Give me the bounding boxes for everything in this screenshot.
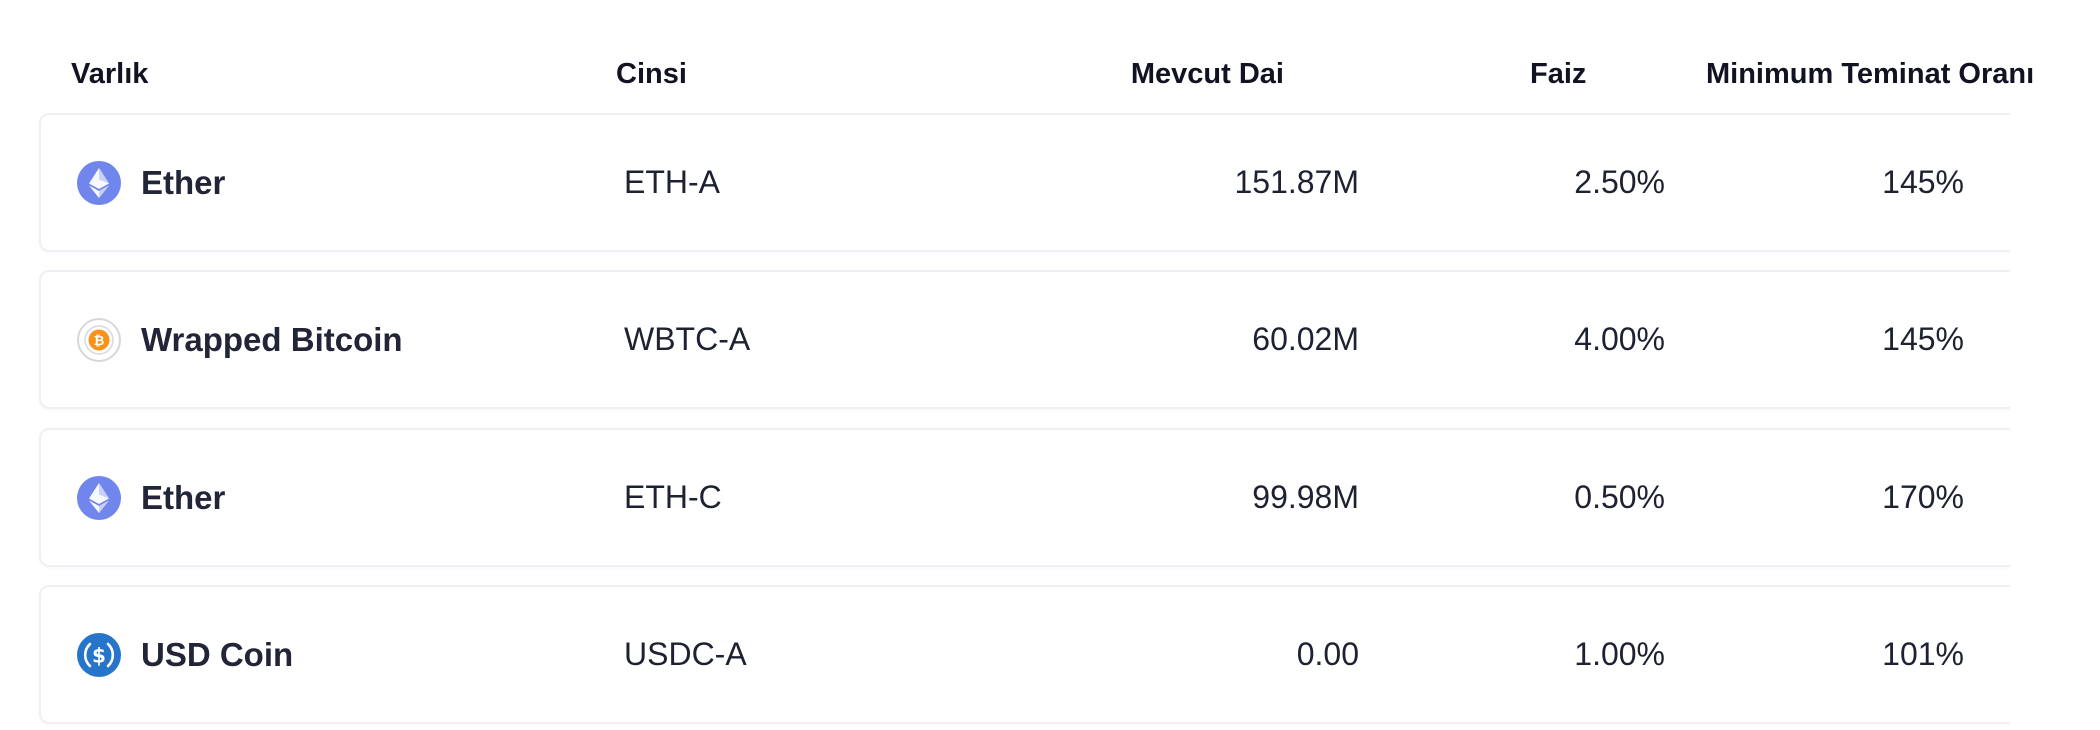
asset-cell: ₿ Wrapped Bitcoin [77,272,403,407]
available-dai-cell: 60.02M [1252,321,1359,357]
type-cell: USDC-A [624,636,747,672]
min-collateral-ratio-cell: 170% [1882,479,1964,515]
column-header-min-collateral-ratio[interactable]: Minimum Teminat Oranı [1706,58,2035,90]
asset-name: USD Coin [141,635,294,673]
type-cell: WBTC-A [624,321,751,357]
asset-name: Wrapped Bitcoin [141,320,403,358]
available-dai-cell: 99.98M [1252,479,1359,515]
min-collateral-ratio-cell: 101% [1882,636,1964,672]
wrapped-bitcoin-icon: ₿ [77,317,121,362]
fee-cell: 0.50% [1574,479,1665,515]
fee-cell: 4.00% [1574,321,1665,357]
ether-icon [77,160,121,205]
min-collateral-ratio-cell: 145% [1882,321,1964,357]
table-header: Varlık Cinsi Mevcut Dai Faiz Minimum Tem… [0,0,2100,100]
asset-cell: Ether [77,430,225,565]
asset-cell: Ether [77,115,225,250]
available-dai-cell: 0.00 [1296,636,1359,672]
asset-name: Ether [141,163,226,201]
min-collateral-ratio-cell: 145% [1882,164,1964,200]
table-row[interactable]: Ether ETH-A 151.87M 2.50% 145% [39,113,2024,252]
svg-text:$: $ [92,643,106,667]
table-row[interactable]: ₿ Wrapped Bitcoin WBTC-A 60.02M 4.00% 14… [39,270,2024,409]
column-header-fee[interactable]: Faiz [1530,58,1587,90]
available-dai-cell: 151.87M [1234,164,1359,200]
asset-name: Ether [141,478,226,516]
right-clip-area [2010,110,2100,730]
fee-cell: 1.00% [1574,636,1665,672]
column-header-available-dai[interactable]: Mevcut Dai [1130,58,1284,90]
table-row[interactable]: Ether ETH-C 99.98M 0.50% 170% [39,428,2024,567]
type-cell: ETH-A [624,164,720,200]
type-cell: ETH-C [624,479,722,515]
asset-cell: $ USD Coin [77,587,293,722]
table-row[interactable]: $ USD Coin USDC-A 0.00 1.00% 101% [39,585,2024,724]
fee-cell: 2.50% [1574,164,1665,200]
ether-icon [77,475,121,520]
svg-text:₿: ₿ [94,334,105,349]
column-header-type[interactable]: Cinsi [616,58,687,90]
column-header-asset[interactable]: Varlık [71,58,149,90]
usd-coin-icon: $ [77,632,121,677]
